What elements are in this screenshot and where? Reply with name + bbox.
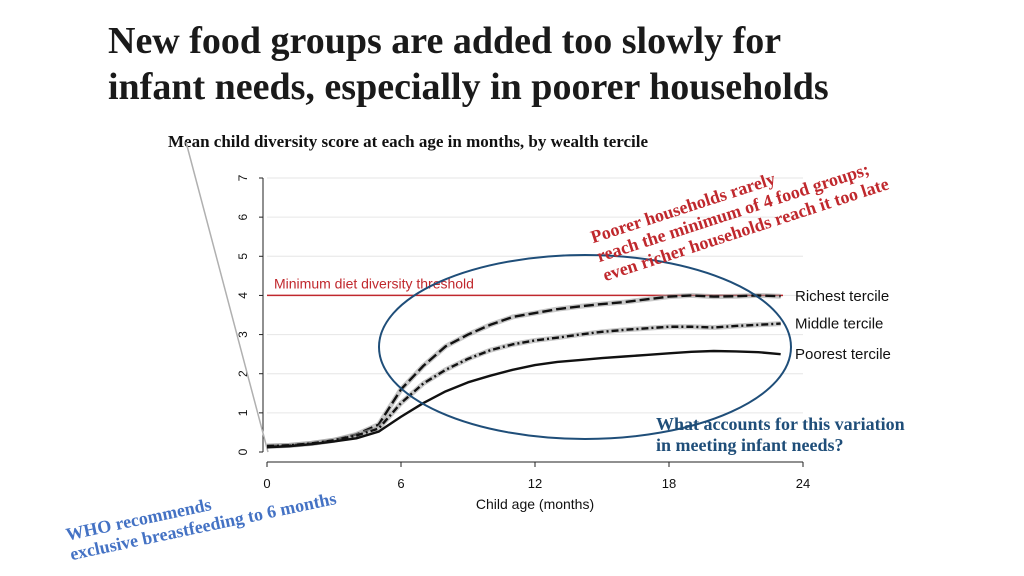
threshold-label: Minimum diet diversity threshold — [274, 275, 474, 291]
slide-title: New food groups are added too slowly for… — [108, 18, 1008, 110]
who-pointer-line — [185, 141, 269, 453]
series-labels: Richest tercile Middle tercile Poorest ter… — [795, 288, 891, 363]
title-line-1: New food groups are added too slowly for — [108, 20, 782, 62]
series-line-poorest-tercile — [266, 349, 781, 449]
highlight-ellipse — [378, 254, 792, 440]
title-line-2: infant needs, especially in poorer house… — [108, 66, 829, 108]
x-tick-label: 18 — [662, 476, 676, 491]
y-tick-label: 5 — [236, 253, 250, 260]
chart-subtitle: Mean child diversity score at each age i… — [168, 132, 649, 151]
series-label: Middle tercile — [795, 316, 883, 333]
y-tick-label: 7 — [236, 174, 250, 181]
series-label: Poorest tercile — [795, 346, 891, 363]
series-line-middle-tercile — [266, 322, 781, 448]
x-axis-title: Child age (months) — [476, 496, 594, 512]
question-line-2: in meeting infant needs? — [656, 435, 844, 455]
x-tick-label: 24 — [796, 476, 810, 491]
x-tick-label: 6 — [397, 476, 404, 491]
y-tick-label: 2 — [236, 370, 250, 377]
x-tick-label: 0 — [263, 476, 270, 491]
y-tick-label: 0 — [236, 448, 250, 455]
series-group — [266, 292, 781, 449]
series-label: Richest tercile — [795, 288, 889, 305]
y-tick-label: 6 — [236, 213, 250, 220]
y-tick-label: 3 — [236, 331, 250, 338]
variation-question-note: What accounts for this variation in meet… — [656, 414, 905, 456]
y-tick-label: 1 — [236, 409, 250, 416]
x-tick-label: 12 — [528, 476, 542, 491]
threshold-group: Minimum diet diversity threshold — [267, 275, 783, 297]
question-line-1: What accounts for this variation — [656, 414, 905, 434]
y-tick-label: 4 — [236, 292, 250, 299]
